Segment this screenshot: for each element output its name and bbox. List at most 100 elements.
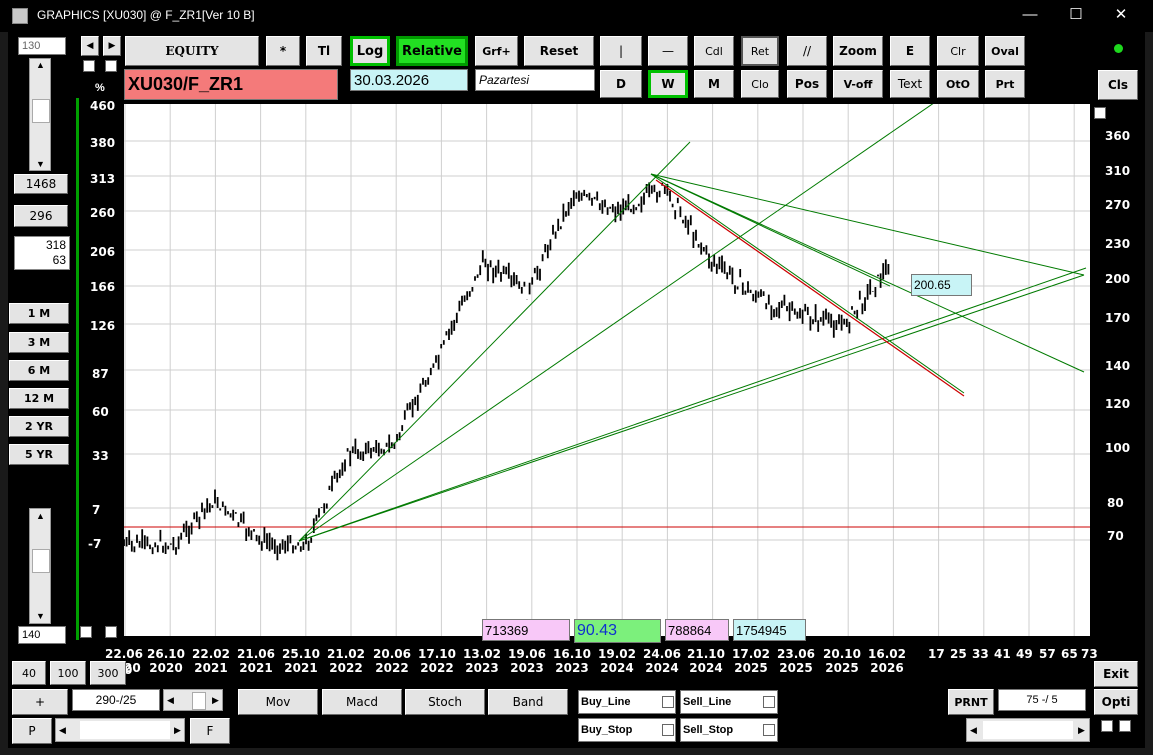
macd-button[interactable]: Macd [322,689,402,715]
relative-button[interactable]: Relative [396,36,468,66]
clr-button[interactable]: Clr [937,36,979,66]
bottom-thumb[interactable] [80,721,170,739]
top-value-field[interactable]: 130 [18,37,66,55]
pos-button[interactable]: Pos [787,70,827,98]
period-5yr-button[interactable]: 5 YR [9,444,69,465]
ratio-scrollbar[interactable]: ◀ ▶ [966,718,1090,742]
maximize-button[interactable]: ☐ [1069,6,1083,23]
vertical-line-button[interactable]: | [600,36,642,66]
oto-button[interactable]: OtO [937,70,979,98]
scroll-thumb-2[interactable] [32,549,50,573]
scroll-right-icon[interactable]: ▶ [212,695,219,705]
monthly-button[interactable]: M [694,70,734,98]
checkbox-b[interactable] [105,60,117,72]
period-12m-button[interactable]: 12 M [9,388,69,409]
scroll-down-icon[interactable]: ▼ [36,159,45,169]
sell-stop-checkbox[interactable] [763,724,775,736]
mov-button[interactable]: Mov [238,689,318,715]
oval-button[interactable]: Oval [985,36,1025,66]
zoom-40-button[interactable]: 40 [12,661,46,685]
next-icon[interactable]: ▶ [103,36,121,56]
price-chart[interactable] [124,104,1090,636]
scroll-right-icon-2[interactable]: ▶ [174,725,181,735]
clo-button[interactable]: Clo [741,70,779,98]
print-button[interactable]: PRNT [948,689,994,715]
bottom-checkbox-2[interactable] [1119,720,1131,732]
date-field[interactable]: 30.03.2026 [350,69,468,91]
buy-stop-checkbox[interactable] [662,724,674,736]
minimize-button[interactable]: — [1022,6,1038,23]
trend-line [650,173,1085,276]
range-field[interactable]: 290-/25 [72,689,160,711]
period-2yr-button[interactable]: 2 YR [9,416,69,437]
scroll-up-icon-2[interactable]: ▲ [36,511,45,521]
y-tick-left: 87 [92,367,109,381]
symbol-field[interactable]: XU030/F_ZR1 [124,69,338,100]
scroll-left-icon-2[interactable]: ◀ [59,725,66,735]
star-button[interactable]: * [266,36,300,66]
opti-button[interactable]: Opti [1094,689,1138,715]
f-button[interactable]: F [190,718,230,744]
cdl-button[interactable]: Cdl [694,36,734,66]
horizontal-line-button[interactable]: — [648,36,688,66]
plus-button[interactable]: + [12,689,68,715]
daily-button[interactable]: D [600,70,642,98]
bottom-scrollbar[interactable]: ◀ ▶ [55,718,185,742]
y-tick-right: 310 [1105,164,1131,178]
period-6m-button[interactable]: 6 M [9,360,69,381]
stoch-button[interactable]: Stoch [405,689,485,715]
close-button[interactable]: ✕ [1114,6,1128,23]
zoom-300-button[interactable]: 300 [90,661,126,685]
grf-plus-button[interactable]: Grf+ [475,36,518,66]
exit-button[interactable]: Exit [1094,661,1138,687]
cls-button[interactable]: Cls [1098,70,1138,100]
band-button[interactable]: Band [488,689,568,715]
scroll-right-icon-3[interactable]: ▶ [1078,725,1085,735]
bottom-checkbox-1[interactable] [1101,720,1113,732]
checkbox-a[interactable] [83,60,95,72]
ret-button[interactable]: Ret [741,36,779,66]
x-tick-date: 21.10 2024 [687,647,725,675]
reset-button[interactable]: Reset [524,36,594,66]
checkbox-d[interactable] [105,626,117,638]
scroll-thumb[interactable] [32,99,50,123]
left-box-2[interactable]: 296 [14,205,68,227]
period-1m-button[interactable]: 1 M [9,303,69,324]
v-off-button[interactable]: V-off [833,70,883,98]
prt-button[interactable]: Prt [985,70,1025,98]
buy-line-checkbox[interactable] [662,696,674,708]
x-tick-date: 26.10 2020 [147,647,185,675]
text-button[interactable]: Text [890,70,930,98]
prev-icon[interactable]: ◀ [81,36,99,56]
scroll-up-icon[interactable]: ▲ [36,60,45,70]
log-button[interactable]: Log [350,36,390,66]
zoom-100-button[interactable]: 100 [50,661,86,685]
range-scrollbar[interactable]: ◀ ▶ [163,689,223,711]
zoom-button[interactable]: Zoom [833,36,883,66]
window-title: GRAPHICS [XU030] @ F_ZR1[Ver 10 B] [37,8,255,22]
scroll-down-icon-2[interactable]: ▼ [36,611,45,621]
scroll-left-icon[interactable]: ◀ [167,695,174,705]
chart-frame-border [76,98,79,640]
ratio-thumb[interactable] [983,721,1073,739]
day-field: Pazartesi [475,69,595,91]
left-bottom-scrollbar[interactable]: ▲ ▼ [29,508,51,624]
checkbox-c[interactable] [80,626,92,638]
left-box-1[interactable]: 1468 [14,174,68,194]
tl-button[interactable]: Tl [306,36,342,66]
left-top-scrollbar[interactable]: ▲ ▼ [29,58,51,171]
range-thumb[interactable] [192,692,206,710]
parallel-button[interactable]: // [787,36,827,66]
p-button[interactable]: P [12,718,52,744]
ratio-field[interactable]: 75 -/ 5 [998,689,1086,711]
period-3m-button[interactable]: 3 M [9,332,69,353]
x-tick-extra: 65 [1061,647,1078,661]
bottom-value-field[interactable]: 140 [18,626,66,644]
scroll-left-icon-3[interactable]: ◀ [970,725,977,735]
weekly-button[interactable]: W [648,70,688,98]
equity-button[interactable]: EQUITY [125,36,259,66]
sell-line-checkbox[interactable] [763,696,775,708]
e-button[interactable]: E [890,36,930,66]
top-right-checkbox[interactable] [1094,107,1106,119]
x-tick-date: 20.06 2022 [373,647,411,675]
